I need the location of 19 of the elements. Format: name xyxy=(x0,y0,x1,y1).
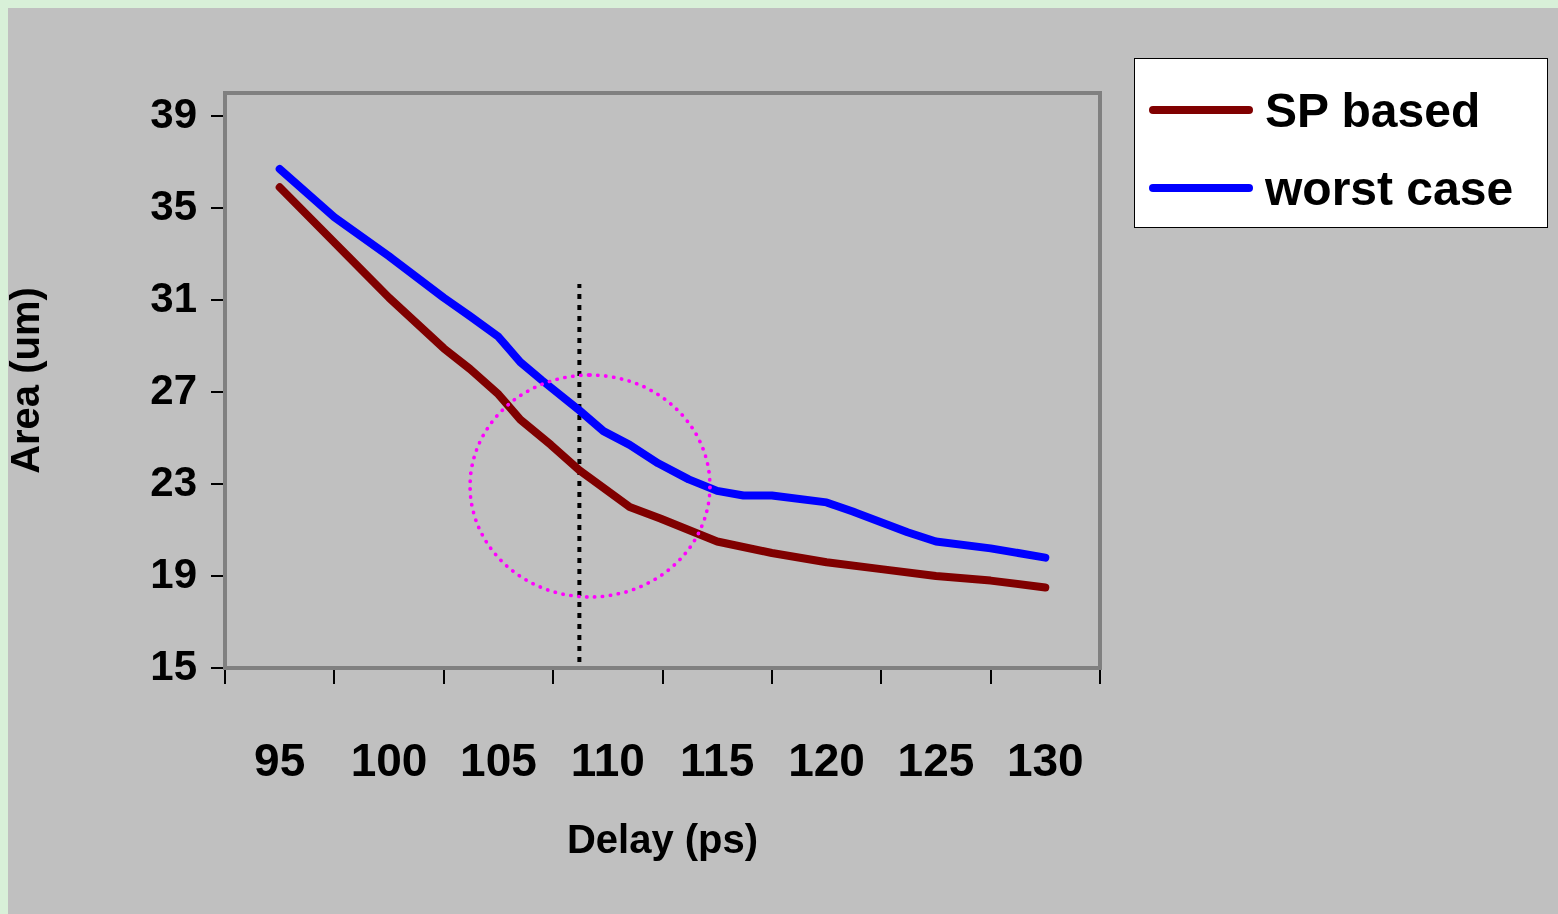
y-tick-label: 27 xyxy=(150,365,197,413)
x-tick-label: 125 xyxy=(897,734,975,787)
x-tick-label: 95 xyxy=(254,734,306,787)
legend-label: SP based xyxy=(1265,82,1481,138)
y-tick-label: 31 xyxy=(150,273,197,321)
x-tick-label: 100 xyxy=(350,734,428,787)
y-axis-title: Area (um) xyxy=(3,287,48,474)
x-tick-label: 130 xyxy=(1006,734,1084,787)
y-tick-label: 23 xyxy=(150,457,197,505)
legend-label: worst case xyxy=(1265,160,1514,216)
y-tick-label: 35 xyxy=(150,181,197,229)
x-tick-label: 110 xyxy=(570,734,645,787)
x-tick-label: 120 xyxy=(788,734,865,787)
x-tick-label: 105 xyxy=(460,734,537,787)
y-tick-label: 15 xyxy=(150,641,197,689)
x-axis-title: Delay (ps) xyxy=(566,817,759,862)
y-tick-label: 19 xyxy=(150,549,197,597)
x-tick-label: 115 xyxy=(680,734,755,787)
y-tick-label: 39 xyxy=(150,89,197,137)
